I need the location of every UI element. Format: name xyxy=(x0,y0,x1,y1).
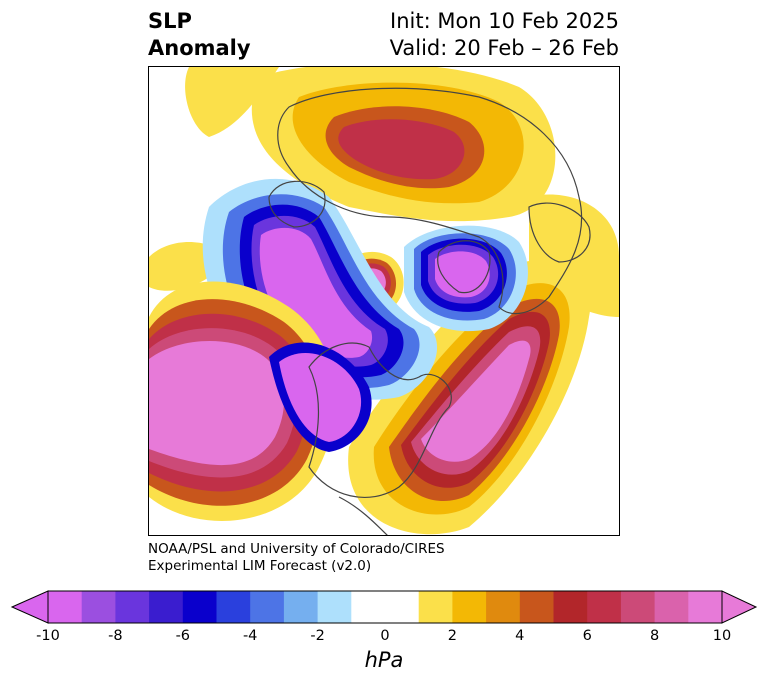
colorbar-tick-label: 10 xyxy=(712,628,732,644)
colorbar-bin xyxy=(250,591,285,623)
colorbar-tick-label: 4 xyxy=(515,628,525,644)
map-canvas xyxy=(149,67,619,535)
colorbar-bin xyxy=(688,591,723,623)
land-outlines xyxy=(268,87,591,535)
colorbar-bin xyxy=(620,591,656,623)
greenland-outline xyxy=(437,240,491,294)
mexico-outline xyxy=(338,496,388,535)
colorbar-bin xyxy=(149,591,184,623)
slp-anomaly-map xyxy=(148,66,620,536)
credit-line-2: Experimental LIM Forecast (v2.0) xyxy=(148,558,372,574)
colorbar-tick-label: -6 xyxy=(175,628,191,644)
colorbar-bin xyxy=(654,591,689,623)
colorbar-tick-label: 8 xyxy=(649,628,660,644)
colorbar-bin xyxy=(385,591,420,623)
colorbar-bin xyxy=(553,591,588,623)
colorbar-bin xyxy=(519,591,554,623)
colorbar-bin xyxy=(81,591,116,623)
colorbar-bin xyxy=(317,591,352,623)
colorbar-bin xyxy=(418,591,453,623)
colorbar-bin xyxy=(182,591,217,623)
colorbar-extend-low xyxy=(10,590,49,624)
colorbar-bin xyxy=(216,591,251,623)
colorbar xyxy=(10,590,758,624)
forecast-credit: NOAA/PSL and University of Colorado/CIRE… xyxy=(148,541,445,575)
colorbar-bin xyxy=(452,591,487,623)
europe-outline xyxy=(528,202,591,263)
us-atlantic-high-contours xyxy=(348,259,591,535)
colorbar-bin xyxy=(48,591,83,623)
colorbar-unit: hPa xyxy=(364,648,404,672)
colorbar-extend-high xyxy=(721,590,758,624)
colorbar-bin xyxy=(587,591,622,623)
colorbar-tick-label: 0 xyxy=(380,628,390,644)
siberia-high-contours xyxy=(149,67,619,317)
colorbar-tick-label: -2 xyxy=(310,628,325,644)
colorbar-bin xyxy=(283,591,319,623)
colorbar-tick-label: -10 xyxy=(36,628,60,644)
atlantic-low-contours xyxy=(404,225,528,332)
title-line-2: Anomaly xyxy=(148,36,251,60)
north-america-outline xyxy=(308,342,452,498)
valid-dates: Valid: 20 Feb – 26 Feb xyxy=(389,36,619,60)
colorbar-tick-label: -4 xyxy=(242,628,258,644)
alaska-outline xyxy=(268,180,326,228)
colorbar-tick-label: -8 xyxy=(108,628,123,644)
init-date: Init: Mon 10 Feb 2025 xyxy=(390,9,619,33)
colorbar-bin xyxy=(351,591,386,623)
colorbar-bin xyxy=(486,591,521,623)
forecast-dates: Init: Mon 10 Feb 2025 Valid: 20 Feb – 26… xyxy=(390,8,619,62)
plot-title: SLP Anomaly xyxy=(148,8,251,62)
colorbar-bin xyxy=(115,591,150,623)
north-pacific-low-contours xyxy=(149,281,372,521)
title-line-1: SLP xyxy=(148,9,192,33)
eurasia-outline xyxy=(277,87,583,315)
colorbar-frame xyxy=(47,590,723,624)
colorbar-tick-label: 2 xyxy=(447,628,458,644)
colorbar-tick-label: 6 xyxy=(582,628,592,644)
credit-line-1: NOAA/PSL and University of Colorado/CIRE… xyxy=(148,541,445,557)
